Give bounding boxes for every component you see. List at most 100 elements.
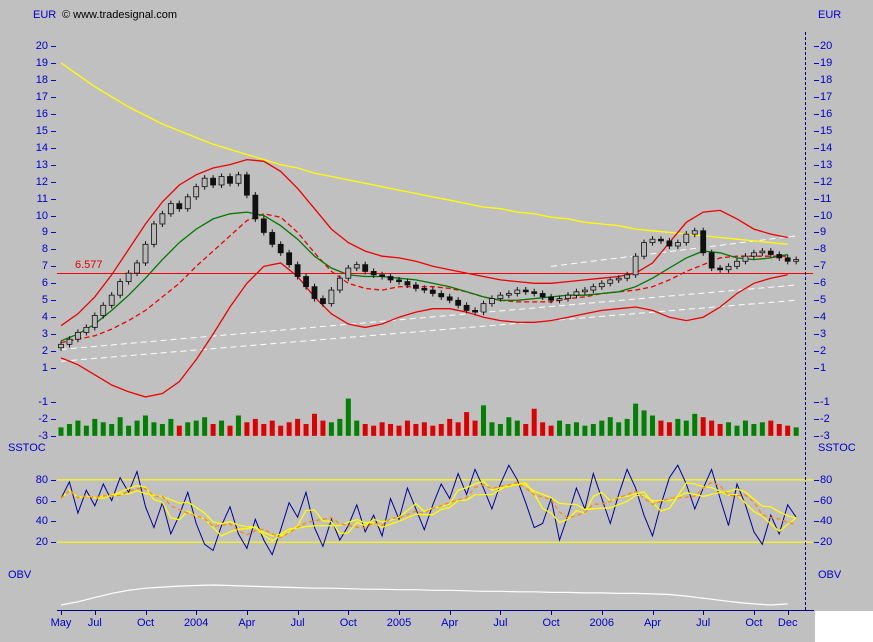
sstoc-axis-tick-label: 80 <box>35 473 48 486</box>
time-axis-label: 2005 <box>386 617 412 629</box>
price-plot[interactable] <box>57 32 813 438</box>
sstoc-axis-tick <box>51 479 56 481</box>
price-axis-tick-label: 5 <box>820 294 827 307</box>
price-axis-tick-label: 8 <box>820 243 827 256</box>
sstoc-axis-tick-label: 20 <box>35 536 48 549</box>
time-axis-label: 2004 <box>183 617 209 629</box>
obv-panel[interactable] <box>57 582 813 608</box>
price-axis-tick-label: 19 <box>820 56 833 69</box>
sstoc-axis-tick <box>814 542 819 544</box>
price-axis-tick <box>814 215 819 217</box>
sstoc-axis-tick-label: 60 <box>820 494 833 507</box>
stochastic-plot[interactable] <box>57 456 813 566</box>
price-axis-tick <box>51 351 56 353</box>
price-axis-tick <box>51 283 56 285</box>
time-axis-label: Oct <box>136 617 155 629</box>
price-axis-tick-label: 6 <box>41 277 48 290</box>
price-axis-tick-label: 2 <box>41 345 48 358</box>
time-axis-tick <box>500 611 502 615</box>
price-axis-tick <box>51 147 56 149</box>
price-axis-tick <box>814 368 819 370</box>
price-axis-tick <box>51 46 56 47</box>
price-axis-tick-label: 20 <box>35 40 48 52</box>
price-axis-tick <box>814 249 819 251</box>
sstoc-panel-title-right: SSTOC <box>818 442 856 454</box>
price-axis-tick <box>51 232 56 234</box>
price-axis-tick-label: -1 <box>38 395 48 408</box>
price-axis-tick-label: 13 <box>820 158 833 171</box>
price-axis-tick <box>51 62 56 64</box>
price-axis-tick <box>51 418 56 420</box>
price-axis-tick <box>814 283 819 285</box>
price-panel-unit-left: EUR <box>33 9 57 21</box>
sstoc-axis-tick-label: 40 <box>35 515 48 528</box>
time-axis-tick <box>196 611 198 615</box>
price-axis-tick-label: 8 <box>41 243 48 256</box>
price-axis-tick-label: 18 <box>820 73 833 86</box>
price-axis-tick <box>51 164 56 166</box>
price-axis-tick-label: -3 <box>820 429 830 442</box>
price-axis-tick-label: -3 <box>38 429 48 442</box>
time-axis-tick <box>449 611 451 615</box>
price-axis-tick-label: 12 <box>820 175 833 188</box>
price-axis-tick-label: 6 <box>820 277 827 290</box>
time-axis-label: Apr <box>643 617 662 629</box>
price-axis-tick <box>51 266 56 268</box>
price-axis-tick-label: 9 <box>41 226 48 239</box>
obv-plot[interactable] <box>57 582 813 608</box>
cursor-vertical-line <box>804 32 806 610</box>
price-axis-tick <box>51 113 56 115</box>
price-axis-tick <box>51 334 56 336</box>
time-axis-label: 2006 <box>589 617 615 629</box>
price-axis-tick <box>814 147 819 149</box>
time-axis-label: Oct <box>745 617 763 629</box>
price-axis-tick <box>814 232 819 234</box>
time-axis-tick <box>787 611 789 615</box>
axis-corner <box>815 611 873 642</box>
time-axis-tick <box>601 611 603 615</box>
time-axis-label: Oct <box>542 617 560 629</box>
price-axis-tick <box>814 266 819 268</box>
price-axis-tick-label: -2 <box>38 412 48 425</box>
sstoc-axis-tick-label: 40 <box>820 515 833 528</box>
obv-panel-title-right: OBV <box>818 569 842 581</box>
price-axis-tick-label: 9 <box>820 226 827 239</box>
price-axis-tick-label: 3 <box>820 328 827 341</box>
sstoc-axis-tick-label: 60 <box>35 494 48 507</box>
price-axis-tick-label: 18 <box>35 73 48 86</box>
price-axis-tick-label: 7 <box>820 260 827 273</box>
price-axis-tick-label: 15 <box>35 124 48 137</box>
price-axis-tick-label: 17 <box>820 90 833 103</box>
price-axis-tick <box>814 164 819 166</box>
price-axis-tick-label: 16 <box>820 107 833 120</box>
sstoc-axis-tick <box>814 479 819 481</box>
price-axis-tick-label: 2 <box>820 345 827 358</box>
time-axis-label: Apr <box>238 617 256 629</box>
price-axis-tick <box>51 317 56 319</box>
time-axis-tick <box>703 611 705 615</box>
price-axis-tick <box>814 300 819 302</box>
time-axis-label: Jul <box>696 617 711 629</box>
time-axis-label: Jul <box>493 617 508 629</box>
price-axis-tick <box>814 351 819 353</box>
sstoc-axis-tick <box>51 500 56 502</box>
price-axis-tick-label: -1 <box>820 395 830 408</box>
price-chart-panel[interactable] <box>57 32 813 438</box>
time-axis-tick <box>145 611 147 615</box>
copyright-text: © www.tradesignal.com <box>62 9 178 21</box>
price-axis-tick-label: 19 <box>35 56 48 69</box>
price-axis-tick <box>51 300 56 302</box>
price-axis-tick <box>51 198 56 200</box>
sstoc-panel-title-left: SSTOC <box>8 442 46 454</box>
time-axis-label: Apr <box>441 617 459 629</box>
stochastic-panel[interactable] <box>57 456 813 566</box>
price-panel-unit-right: EUR <box>818 9 842 21</box>
price-axis-tick <box>814 181 819 183</box>
price-axis-tick <box>51 181 56 183</box>
obv-panel-title-left: OBV <box>8 569 32 581</box>
price-axis-tick-label: 12 <box>35 175 48 188</box>
price-axis-tick <box>51 215 56 217</box>
price-axis-tick-label: 3 <box>41 328 48 341</box>
price-axis-tick-label: 10 <box>35 209 48 222</box>
